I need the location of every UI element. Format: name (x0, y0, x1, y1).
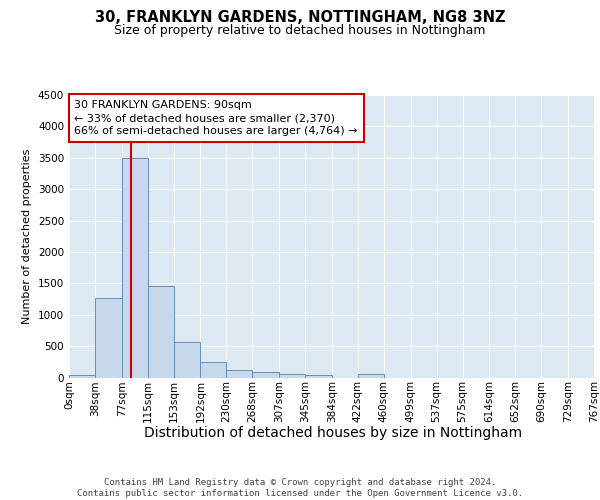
Bar (200, 362, 226, 378)
Text: Size of property relative to detached houses in Nottingham: Size of property relative to detached ho… (114, 24, 486, 37)
Bar (279, 374, 305, 378)
Text: 30 FRANKLYN GARDENS: 90sqm
← 33% of detached houses are smaller (2,370)
66% of s: 30 FRANKLYN GARDENS: 90sqm ← 33% of deta… (74, 100, 358, 136)
Text: Contains HM Land Registry data © Crown copyright and database right 2024.
Contai: Contains HM Land Registry data © Crown c… (77, 478, 523, 498)
Bar (305, 375, 332, 378)
Bar (174, 342, 200, 378)
Bar (358, 374, 384, 378)
Text: Distribution of detached houses by size in Nottingham: Distribution of detached houses by size … (144, 426, 522, 440)
Y-axis label: Number of detached properties: Number of detached properties (22, 148, 32, 324)
Bar (95, 298, 122, 378)
Bar (253, 372, 279, 378)
Bar (226, 370, 253, 378)
Bar (69, 375, 95, 378)
Text: 30, FRANKLYN GARDENS, NOTTINGHAM, NG8 3NZ: 30, FRANKLYN GARDENS, NOTTINGHAM, NG8 3N… (95, 10, 505, 25)
Bar (122, 158, 148, 378)
Bar (148, 286, 174, 378)
